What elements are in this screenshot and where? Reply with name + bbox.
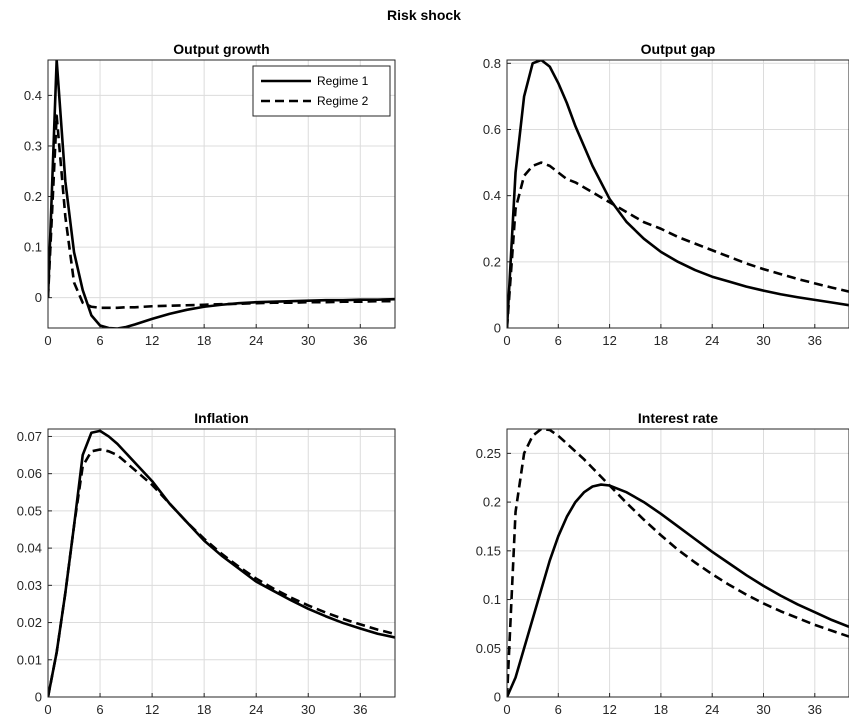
- interest-rate-ytick-label: 0: [494, 690, 501, 705]
- inflation-xtick-label: 18: [197, 702, 211, 717]
- interest-rate-axes-frame: [506, 428, 849, 698]
- output-growth-panel: Output growth 0 6 12 18 24 30 36 0 0.1 0.2 0.3 0.4 Re…: [24, 41, 396, 348]
- output-gap-ytick-label: 0.2: [483, 254, 501, 269]
- inflation-title: Inflation: [194, 410, 248, 426]
- output-gap-panel: Output gap 0 6 12 18 24 30 36 0 0.2 0.4 0.6 0.8: [483, 41, 849, 348]
- output-growth-ytick-label: 0.3: [24, 138, 42, 153]
- inflation-xtick-label: 24: [249, 702, 263, 717]
- output-gap-xtick-label: 0: [503, 333, 510, 348]
- output-growth-xtick-label: 24: [249, 333, 263, 348]
- inflation-xtick-label: 30: [301, 702, 315, 717]
- output-gap-series-regime-2: [507, 161, 849, 328]
- interest-rate-xtick-label: 0: [503, 702, 510, 717]
- legend-label-regime-1: Regime 1: [317, 74, 369, 88]
- interest-rate-ytick-label: 0.1: [483, 592, 501, 607]
- output-gap-ytick-label: 0: [494, 321, 501, 336]
- inflation-ytick-label: 0.06: [17, 466, 42, 481]
- output-growth-ytick-label: 0.2: [24, 189, 42, 204]
- output-growth-axes-frame: [47, 59, 396, 329]
- interest-rate-ytick-label: 0.2: [483, 495, 501, 510]
- interest-rate-xtick-label: 12: [602, 702, 616, 717]
- inflation-ytick-label: 0.01: [17, 652, 42, 667]
- inflation-series-regime-1: [48, 429, 395, 697]
- interest-rate-xtick-label: 24: [705, 702, 719, 717]
- interest-rate-ytick-label: 0.15: [476, 543, 501, 558]
- output-gap-xtick-label: 30: [756, 333, 770, 348]
- inflation-ytick-label: 0.04: [17, 541, 42, 556]
- interest-rate-xtick-label: 6: [555, 702, 562, 717]
- output-growth-legend: Regime 1 Regime 2: [252, 65, 391, 117]
- output-growth-xtick-label: 36: [353, 333, 367, 348]
- output-gap-title: Output gap: [641, 41, 716, 57]
- output-growth-xtick-label: 0: [44, 333, 51, 348]
- output-gap-ytick-label: 0.8: [483, 56, 501, 71]
- inflation-ytick-label: 0: [35, 690, 42, 705]
- interest-rate-xtick-label: 36: [808, 702, 822, 717]
- interest-rate-title: Interest rate: [638, 410, 718, 426]
- inflation-xtick-label: 12: [145, 702, 159, 717]
- inflation-ytick-label: 0.02: [17, 615, 42, 630]
- inflation-panel: Inflation 0 6 12 18 24 30 36 0 0.01 0.02 0.03 0.04 0.…: [17, 410, 396, 717]
- panels: Output growth 0 6 12 18 24 30 36 0 0.1 0.2 0.3 0.4 Re…: [17, 41, 849, 717]
- output-growth-series-regime-1: [48, 60, 395, 328]
- output-growth-title: Output growth: [173, 41, 269, 57]
- interest-rate-series-regime-1: [507, 483, 849, 697]
- interest-rate-ytick-label: 0.25: [476, 446, 501, 461]
- output-gap-axes-frame: [506, 59, 849, 329]
- interest-rate-xtick-label: 30: [756, 702, 770, 717]
- output-gap-xtick-label: 6: [555, 333, 562, 348]
- output-gap-xtick-label: 36: [808, 333, 822, 348]
- output-growth-ytick-label: 0: [35, 290, 42, 305]
- legend-box: [252, 65, 391, 117]
- output-gap-xtick-label: 12: [602, 333, 616, 348]
- output-gap-xtick-label: 18: [654, 333, 668, 348]
- output-gap-xtick-label: 24: [705, 333, 719, 348]
- inflation-xtick-label: 36: [353, 702, 367, 717]
- output-gap-series-regime-1: [507, 60, 849, 328]
- inflation-axes-frame: [47, 428, 396, 698]
- output-growth-ytick-label: 0.1: [24, 240, 42, 255]
- output-growth-series-regime-2: [48, 114, 395, 310]
- output-gap-ytick-label: 0.6: [483, 122, 501, 137]
- output-growth-xtick-label: 18: [197, 333, 211, 348]
- inflation-ytick-label: 0.03: [17, 578, 42, 593]
- inflation-xtick-label: 0: [44, 702, 51, 717]
- interest-rate-panel: Interest rate 0 6 12 18 24 30 36 0 0.05 0.1 0.15 0.2…: [476, 410, 849, 717]
- figure-title: Risk shock: [387, 7, 461, 23]
- interest-rate-xtick-label: 18: [654, 702, 668, 717]
- output-growth-xtick-label: 6: [96, 333, 103, 348]
- interest-rate-ytick-label: 0.05: [476, 641, 501, 656]
- inflation-ytick-label: 0.05: [17, 503, 42, 518]
- output-gap-ytick-label: 0.4: [483, 188, 501, 203]
- inflation-xtick-label: 6: [96, 702, 103, 717]
- inflation-ytick-label: 0.07: [17, 429, 42, 444]
- legend-label-regime-2: Regime 2: [317, 94, 369, 108]
- output-growth-xtick-label: 12: [145, 333, 159, 348]
- output-growth-ytick-label: 0.4: [24, 88, 42, 103]
- output-growth-xtick-label: 30: [301, 333, 315, 348]
